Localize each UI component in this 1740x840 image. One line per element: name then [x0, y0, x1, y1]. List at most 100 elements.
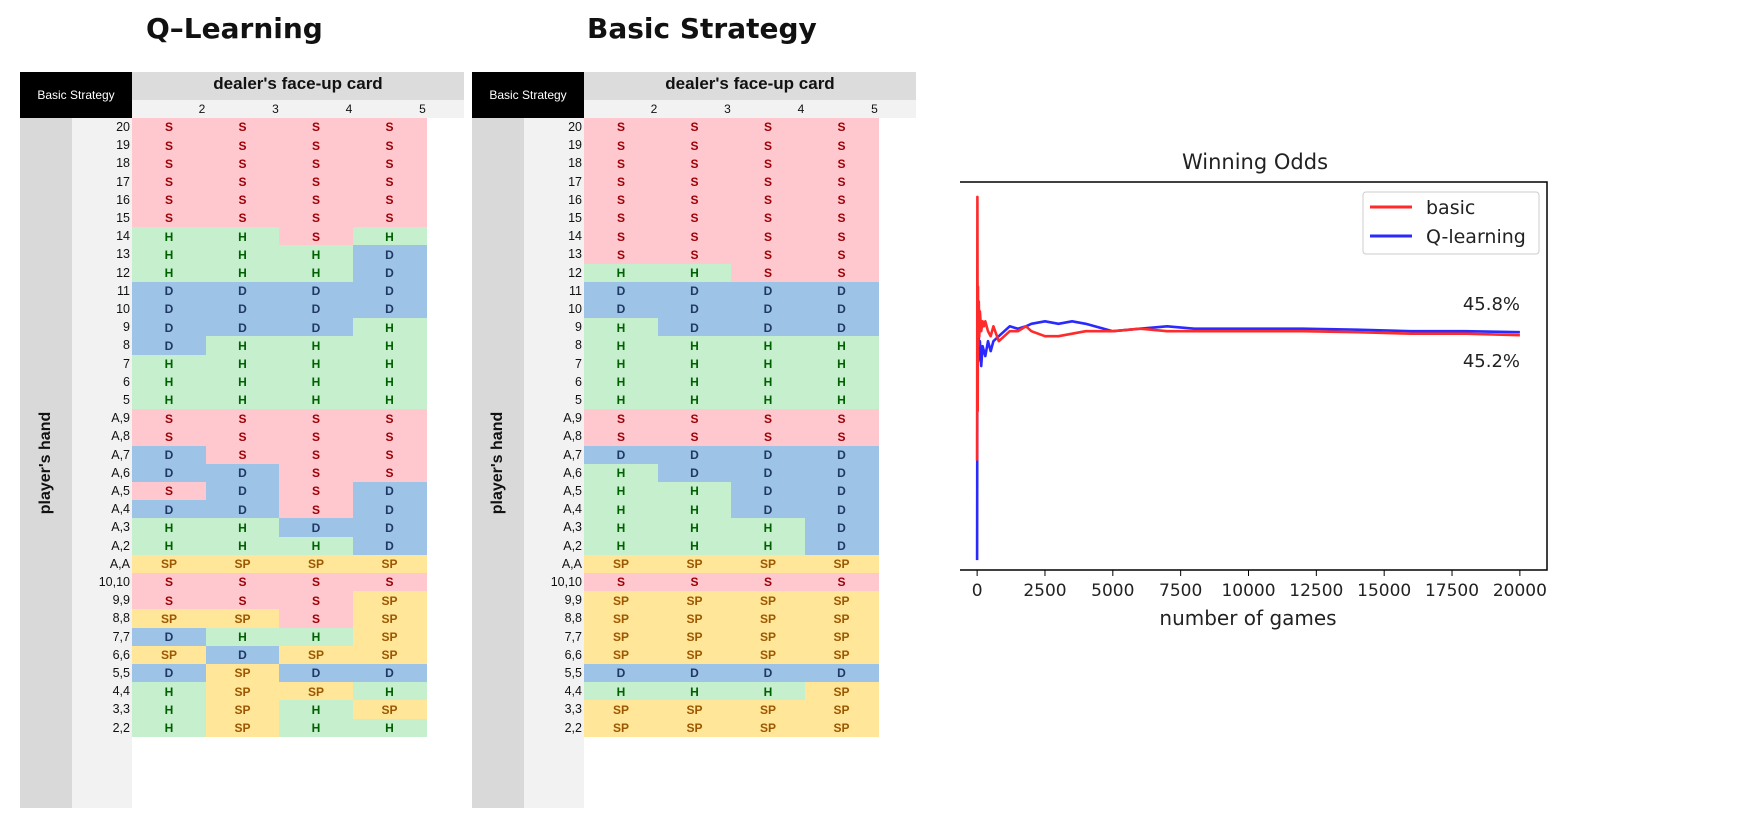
strategy-cell: D [132, 336, 206, 356]
strategy-cell: S [132, 154, 206, 174]
series-lines [975, 195, 1520, 561]
strategy-cell: D [132, 300, 206, 319]
strategy-cell: D [132, 500, 206, 519]
strategy-cell: SP [804, 700, 879, 720]
player-hand-row-label: 6 [575, 374, 582, 389]
player-hand-label: player's hand [489, 411, 506, 515]
strategy-cell: H [279, 336, 353, 356]
player-hand-row-label: 8 [123, 338, 130, 353]
strategy-cell: H [657, 354, 732, 374]
player-hand-row-label: A,2 [563, 538, 582, 553]
player-hand-row-label: 19 [116, 138, 130, 153]
player-hand-row-label: A,9 [563, 411, 582, 426]
strategy-cell: D [804, 536, 879, 556]
player-hand-row-label: 5,5 [112, 666, 130, 680]
strategy-cell: S [132, 190, 206, 210]
strategy-cell: H [352, 227, 427, 246]
strategy-cell: H [584, 391, 658, 410]
player-hand-row-label: 6,6 [564, 647, 582, 662]
player-hand-row-label: 5 [123, 393, 130, 407]
strategy-cell: S [132, 172, 206, 192]
strategy-cell: D [352, 518, 427, 538]
strategy-cell: SP [584, 591, 658, 610]
strategy-cell: S [657, 154, 732, 174]
player-hand-row-label: A,8 [563, 429, 582, 444]
dealer-card-5: 5 [871, 102, 878, 116]
strategy-cell: SP [804, 718, 879, 738]
strategy-cell: S [279, 482, 353, 501]
legend-label-basic: basic [1426, 197, 1475, 219]
player-hand-row-label: A,4 [563, 502, 582, 517]
player-hand-row-label: A,3 [563, 520, 582, 535]
strategy-cell: S [279, 591, 353, 610]
strategy-cell: D [804, 300, 879, 319]
strategy-cell: H [132, 391, 206, 410]
strategy-cell: S [279, 445, 353, 465]
player-hand-row-label: 8 [575, 338, 582, 353]
strategy-cell: H [731, 518, 805, 538]
strategy-cell: D [352, 281, 427, 301]
strategy-cell: SP [657, 718, 732, 738]
strategy-cell: SP [731, 609, 805, 629]
strategy-cell: SP [584, 700, 658, 720]
strategy-cell: H [132, 518, 206, 538]
strategy-cell: D [804, 482, 879, 501]
strategy-cell: S [731, 227, 805, 246]
strategy-cell: S [657, 172, 732, 192]
strategy-cell: D [279, 318, 353, 337]
strategy-cell: D [205, 463, 280, 483]
strategy-cell: S [804, 118, 879, 137]
strategy-cell: D [352, 245, 427, 265]
strategy-cell: H [279, 245, 353, 265]
strategy-cell: SP [352, 700, 427, 720]
strategy-cell: H [132, 682, 206, 701]
q-learning-title: Q–Learning [146, 12, 323, 45]
player-hand-row-label: 18 [116, 156, 130, 171]
player-hand-row-label: 19 [568, 138, 582, 153]
strategy-cell: H [132, 372, 206, 392]
strategy-cell: D [132, 627, 206, 647]
strategy-cell: S [804, 573, 879, 592]
player-hand-row-label: 7,7 [564, 629, 582, 644]
player-hand-row-label: A,3 [111, 520, 130, 535]
player-hand-row-label: 9,9 [564, 593, 582, 608]
strategy-cell: SP [279, 682, 353, 701]
dealer-card-4: 4 [345, 102, 353, 116]
strategy-cell: S [205, 591, 280, 610]
strategy-cell: D [657, 664, 732, 683]
strategy-cell: S [132, 591, 206, 610]
strategy-cell: D [352, 664, 427, 683]
strategy-cell: H [657, 482, 732, 501]
strategy-cell: S [352, 427, 427, 447]
strategy-cell: SP [731, 627, 805, 647]
chart-title: Winning Odds [1182, 150, 1328, 174]
strategy-cell: D [657, 300, 732, 319]
strategy-cell: H [279, 718, 353, 738]
strategy-cell: D [205, 645, 280, 665]
strategy-cell: H [584, 263, 658, 283]
winning-odds-chart: Winning Odds 0.00.10.20.30.40.50.60.7 02… [960, 150, 1548, 630]
strategy-cell: D [132, 463, 206, 483]
strategy-cell: SP [352, 554, 427, 574]
strategy-cell: H [132, 700, 206, 720]
strategy-cell: SP [804, 554, 879, 574]
player-hand-label: player's hand [37, 411, 54, 515]
dealer-card-3: 3 [272, 102, 279, 116]
player-hand-row-label: A,5 [111, 484, 130, 498]
strategy-cell: S [731, 172, 805, 192]
strategy-cell: SP [132, 554, 206, 574]
strategy-cell: SP [352, 609, 427, 629]
strategy-cell: D [584, 664, 658, 683]
strategy-cell: S [205, 154, 280, 174]
strategy-cell: S [279, 154, 353, 174]
strategy-cell: S [132, 209, 206, 228]
player-hand-row-label: 20 [568, 120, 582, 134]
player-hand-row-label: 10,10 [550, 575, 582, 589]
dealer-header: dealer's face-up card 2 3 4 5 [132, 72, 464, 118]
x-tick-label: 2500 [1023, 581, 1066, 601]
strategy-cell: D [731, 664, 805, 683]
x-tick-label: 10000 [1221, 581, 1275, 601]
strategy-cell: H [657, 372, 732, 392]
player-hand-row-label: 8,8 [564, 611, 582, 626]
strategy-cell: H [657, 263, 732, 283]
